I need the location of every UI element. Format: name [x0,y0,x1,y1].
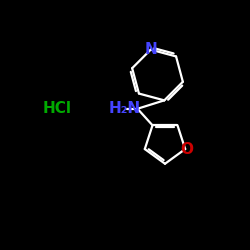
Text: N: N [144,42,157,57]
Text: H₂N: H₂N [109,101,141,116]
Text: O: O [181,142,194,156]
Text: HCl: HCl [43,101,72,116]
